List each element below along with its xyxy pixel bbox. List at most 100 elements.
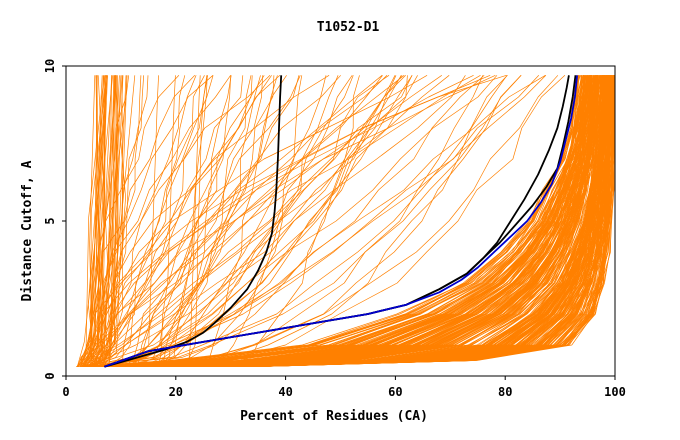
model-curve [156, 75, 176, 367]
model-curve [85, 74, 428, 367]
model-curve [213, 75, 607, 368]
model-curve [93, 75, 113, 367]
model-blue [104, 75, 578, 368]
model-curve [126, 75, 341, 367]
model-curve [215, 75, 360, 368]
model-curve [98, 75, 582, 368]
model-curve [204, 75, 605, 368]
model-curve [81, 75, 113, 367]
model-curve [92, 75, 113, 367]
x-tick-label: 0 [62, 385, 69, 399]
model-curve [246, 75, 615, 368]
model-curve [240, 75, 612, 368]
model-curve [91, 75, 107, 367]
model-curve [105, 75, 208, 367]
model-curve [147, 75, 595, 368]
x-tick-label: 40 [278, 385, 292, 399]
model-curve [116, 75, 585, 368]
y-tick-label: 5 [43, 217, 57, 224]
model-curve [250, 75, 615, 368]
x-tick-label: 80 [498, 385, 512, 399]
model-curve [90, 75, 252, 368]
model-curve [78, 75, 108, 367]
model-curve [102, 75, 136, 367]
model-curve [170, 75, 595, 368]
model-curve [101, 75, 127, 367]
model-curve [106, 75, 261, 368]
model-curve [113, 75, 522, 368]
model-curve [82, 75, 450, 367]
model-curve [81, 75, 105, 367]
model-curve [82, 75, 522, 368]
model-curve [95, 75, 388, 367]
model-curve [85, 75, 413, 367]
model-curve [87, 75, 578, 368]
model-curve [137, 75, 591, 368]
model-curve [195, 75, 605, 368]
model-curve [112, 75, 559, 368]
model-curve [109, 75, 584, 368]
model-curve [162, 75, 405, 367]
background-model-curves [75, 74, 615, 368]
highlighted-model-curves [104, 75, 578, 368]
model-curve [122, 75, 587, 368]
model-curve [204, 75, 303, 368]
model-curve [85, 75, 142, 367]
model-curve [83, 75, 100, 367]
model-curve [87, 75, 579, 368]
y-tick-label: 10 [43, 59, 57, 73]
model-curve [130, 75, 253, 367]
model-curve [156, 75, 594, 368]
chart-title: T1052-D1 [317, 20, 380, 35]
model-curve [158, 75, 595, 368]
model-curve [84, 75, 418, 368]
model-curve [93, 75, 119, 367]
y-tick-label: 0 [43, 372, 57, 379]
model-curve [76, 75, 97, 367]
x-tick-label: 100 [604, 385, 626, 399]
model-curve [121, 75, 272, 367]
model-black-1 [104, 75, 283, 368]
model-curve [191, 75, 601, 368]
model-curve [113, 75, 588, 368]
model-curve [164, 75, 598, 368]
model-curve [136, 75, 265, 367]
model-curve [152, 75, 508, 368]
model-curve [82, 75, 580, 368]
model-curve [85, 75, 397, 368]
model-curve [145, 75, 339, 368]
model-curve [146, 75, 402, 368]
model-curve [92, 75, 300, 367]
model-curve [126, 75, 587, 368]
x-axis-label: Percent of Residues (CA) [240, 409, 428, 424]
model-curve [100, 75, 126, 367]
model-curve [80, 75, 413, 368]
model-curve [86, 75, 117, 367]
model-curve [97, 75, 354, 368]
model-curve [111, 75, 498, 368]
model-curve [84, 75, 108, 367]
model-curve [85, 75, 508, 368]
model-curve [84, 75, 408, 368]
model-curve [229, 75, 611, 368]
x-axis-ticks: 0 20 40 60 80 100 [62, 376, 626, 399]
model-curve [112, 75, 584, 368]
model-curve [187, 75, 201, 367]
model-curve [251, 75, 614, 368]
model-curve [100, 75, 124, 367]
model-curve [118, 75, 566, 368]
model-curve [84, 75, 115, 367]
x-tick-label: 20 [169, 385, 183, 399]
model-curve [206, 75, 287, 367]
y-axis-label: Distance Cutoff, A [20, 160, 35, 301]
y-axis-ticks: 0 5 10 [43, 59, 66, 380]
model-curve [128, 75, 484, 368]
model-curve [173, 75, 600, 368]
model-curve [123, 75, 232, 368]
model-curve [128, 75, 587, 368]
model-curve [147, 75, 383, 368]
model-curve [82, 75, 275, 368]
x-tick-label: 60 [388, 385, 402, 399]
model-curve [187, 75, 208, 367]
